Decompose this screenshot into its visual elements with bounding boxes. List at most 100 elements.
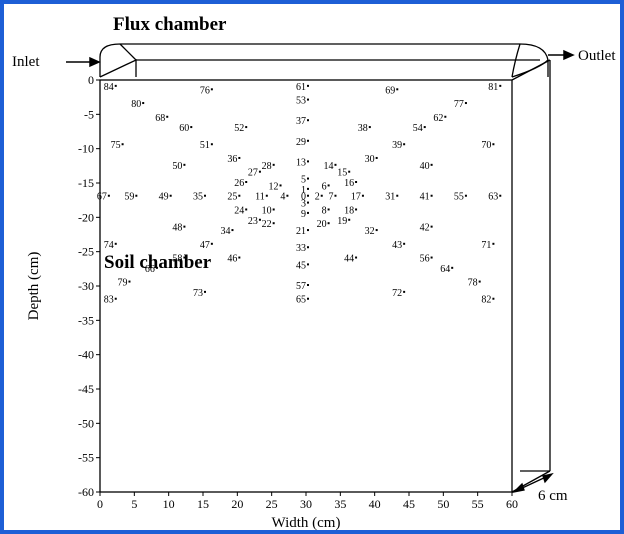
- sensor-point-marker: [210, 242, 213, 245]
- sensor-point-marker: [307, 284, 309, 286]
- sensor-point-label: 33: [296, 243, 306, 254]
- sensor-point-label: 0: [301, 192, 306, 203]
- sensor-point-label: 15: [337, 168, 347, 179]
- y-tick-label: -5: [84, 107, 94, 121]
- sensor-point-label: 27: [248, 168, 258, 179]
- sensor-point-label: 25: [227, 192, 237, 203]
- y-tick-label: -40: [78, 348, 94, 362]
- x-tick-label: 45: [403, 497, 415, 511]
- sensor-point-label: 36: [227, 154, 237, 165]
- y-tick-label: -15: [78, 176, 94, 190]
- sensor-point-marker: [245, 181, 248, 183]
- sensor-point-marker: [361, 194, 364, 197]
- sensor-point-marker: [204, 290, 206, 293]
- y-tick-label: -20: [78, 210, 94, 224]
- sensor-point-marker: [334, 163, 337, 166]
- sensor-point-marker: [238, 156, 241, 159]
- sensor-point-marker: [166, 115, 169, 118]
- sensor-point-label: 57: [296, 281, 306, 292]
- sensor-point-label: 69: [385, 85, 395, 96]
- sensor-point-label: 49: [159, 192, 169, 203]
- sensor-point-marker: [135, 194, 138, 197]
- sensor-point-label: 79: [117, 278, 127, 289]
- sensor-point-label: 28: [262, 161, 272, 172]
- sensor-point-marker: [183, 256, 186, 259]
- sensor-point-marker: [307, 177, 309, 180]
- sensor-point-marker: [327, 208, 330, 211]
- sensor-point-label: 72: [392, 288, 402, 299]
- y-tick-label: -55: [78, 451, 94, 465]
- x-tick-label: 35: [334, 497, 346, 511]
- sensor-point-marker: [210, 143, 213, 146]
- sensor-point-marker: [430, 225, 433, 228]
- sensor-point-marker: [142, 102, 145, 105]
- sensor-point-label: 64: [440, 264, 450, 275]
- sensor-point-marker: [245, 126, 248, 129]
- sensor-point-marker: [210, 88, 213, 91]
- sensor-point-label: 58: [172, 254, 182, 265]
- sensor-point-marker: [245, 208, 248, 211]
- sensor-point-marker: [190, 126, 193, 129]
- sensor-point-marker: [238, 256, 241, 259]
- sensor-point-label: 43: [392, 240, 402, 251]
- sensor-point-marker: [258, 218, 261, 221]
- sensor-point-label: 76: [200, 85, 210, 96]
- sensor-point-marker: [307, 194, 309, 197]
- sensor-point-marker: [238, 194, 241, 197]
- sensor-point-label: 13: [296, 157, 306, 168]
- y-tick-label: -10: [78, 142, 94, 156]
- sensor-point-label: 70: [481, 140, 491, 151]
- sensor-point-label: 31: [385, 192, 395, 203]
- sensor-point-label: 60: [179, 123, 189, 134]
- sensor-point-label: 51: [200, 140, 210, 151]
- soil-chamber-box: [511, 59, 551, 493]
- y-tick-label: -45: [78, 382, 94, 396]
- sensor-point-label: 62: [433, 113, 443, 124]
- sensor-point-label: 16: [344, 178, 354, 189]
- y-axis-label: Depth (cm): [26, 252, 42, 321]
- sensor-point-marker: [128, 280, 131, 283]
- sensor-point-label: 46: [227, 254, 237, 265]
- sensor-point-label: 19: [337, 216, 347, 227]
- sensor-point-label: 3: [301, 199, 306, 210]
- sensor-point-marker: [183, 225, 186, 228]
- sensor-point-marker: [375, 156, 378, 159]
- sensor-point-label: 61: [296, 82, 306, 93]
- plot-area: [99, 79, 513, 493]
- sensor-point-label: 23: [248, 216, 258, 227]
- x-tick-label: 25: [266, 497, 278, 511]
- x-tick-label: 30: [300, 497, 312, 511]
- sensor-point-label: 42: [420, 223, 430, 234]
- sensor-point-label: 67: [97, 192, 107, 203]
- sensor-point-marker: [286, 194, 289, 197]
- sensor-point-label: 59: [124, 192, 134, 203]
- sensor-point-marker: [107, 194, 110, 197]
- sensor-point-label: 80: [131, 99, 141, 110]
- x-tick-label: 60: [506, 497, 518, 511]
- sensor-point-marker: [307, 201, 309, 204]
- sensor-point-label: 9: [301, 209, 306, 220]
- sensor-point-marker: [307, 84, 309, 87]
- y-axis-ticks: 0 -5 -10 -15 -20 -25 -30 -35 -40 -45 -50 -55 -60: [78, 73, 100, 499]
- inlet-label: Inlet: [12, 54, 40, 70]
- x-tick-label: 55: [472, 497, 484, 511]
- sensor-point-label: 14: [323, 161, 333, 172]
- sensor-point-label: 21: [296, 226, 306, 237]
- sensor-point-marker: [334, 194, 337, 197]
- sensor-point-marker: [272, 163, 275, 166]
- sensor-point-label: 8: [322, 205, 327, 216]
- sensor-point-marker: [355, 208, 358, 211]
- inlet-arrow: [66, 56, 101, 68]
- sensor-point-marker: [492, 242, 495, 245]
- sensor-point-marker: [396, 88, 399, 91]
- sensor-point-marker: [348, 170, 351, 173]
- sensor-point-marker: [375, 229, 378, 232]
- sensor-point-label: 50: [172, 161, 182, 172]
- sensor-point-marker: [307, 263, 309, 266]
- sensor-point-marker: [403, 242, 406, 245]
- sensor-point-label: 83: [104, 295, 114, 306]
- sensor-point-label: 5: [301, 175, 306, 186]
- sensor-point-label: 2: [315, 192, 320, 203]
- sensor-point-label: 66: [145, 264, 155, 275]
